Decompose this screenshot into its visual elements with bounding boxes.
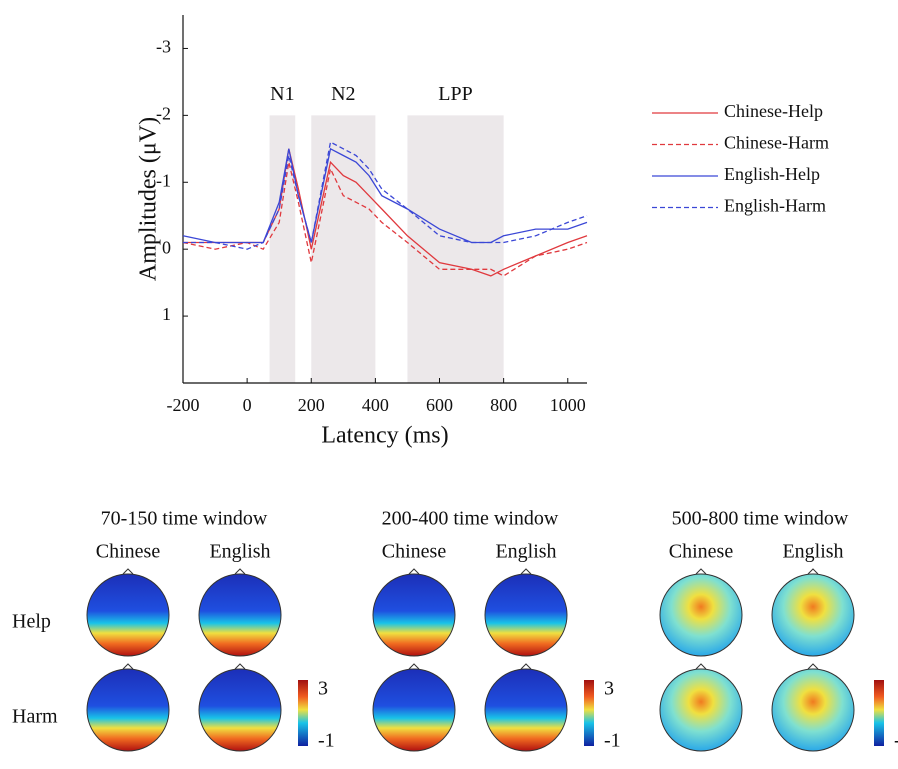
nose — [807, 663, 819, 670]
nose — [234, 663, 246, 670]
series-line — [182, 162, 588, 277]
window-title: 70-150 time window — [101, 508, 268, 530]
head-map — [372, 668, 456, 752]
y-tick-label: 0 — [162, 237, 171, 257]
colorbar — [298, 680, 308, 746]
head-map — [484, 573, 568, 657]
y-axis-label: Amplitudes (μV) — [136, 117, 162, 281]
x-tick-label: 400 — [362, 395, 389, 415]
x-tick-label: 200 — [298, 395, 325, 415]
nose — [520, 568, 532, 575]
colorbar — [874, 680, 884, 746]
column-label: English — [782, 541, 843, 563]
window-title: 500-800 time window — [672, 508, 849, 530]
x-tick-label: 0 — [243, 395, 252, 415]
nose — [807, 568, 819, 575]
window-region — [269, 115, 296, 383]
head-map — [86, 573, 170, 657]
head-map — [659, 668, 743, 752]
nose — [695, 568, 707, 575]
nose — [122, 663, 134, 670]
x-axis-label: Latency (ms) — [321, 423, 448, 449]
nose — [520, 663, 532, 670]
head-map — [372, 573, 456, 657]
series-line — [182, 147, 588, 244]
row-label: Help — [12, 611, 51, 633]
column-label: Chinese — [382, 541, 447, 563]
legend-label: English-Harm — [724, 196, 826, 216]
y-tick-label: -3 — [156, 37, 171, 57]
head-map — [659, 573, 743, 657]
legend-label: English-Help — [724, 164, 820, 184]
topography: Help Harm 70-150 time window Chinese English… — [12, 508, 898, 752]
head-map — [198, 668, 282, 752]
window-region — [407, 115, 504, 383]
head-map — [484, 668, 568, 752]
colorbar-label: 3 — [318, 678, 328, 700]
region-label: N1 — [270, 83, 294, 105]
nose — [234, 568, 246, 575]
colorbar — [584, 680, 594, 746]
row-label: Harm — [12, 706, 58, 728]
erp-plot: N1 N2 LPP -3 -2 -1 0 1 -200 0 200 400 600 800 1000 Late… — [136, 15, 829, 449]
window-title: 200-400 time window — [382, 508, 559, 530]
colorbar-label: -1 — [604, 730, 621, 752]
legend-label: Chinese-Help — [724, 101, 823, 121]
series-line — [183, 141, 588, 250]
head-map — [771, 668, 855, 752]
region-label: LPP — [438, 83, 472, 105]
head-map — [198, 573, 282, 657]
head-map — [771, 573, 855, 657]
nose — [695, 663, 707, 670]
region-label: N2 — [331, 83, 355, 105]
column-label: Chinese — [96, 541, 161, 563]
y-tick-label: -2 — [156, 103, 171, 123]
column-label: Chinese — [669, 541, 734, 563]
nose — [122, 568, 134, 575]
y-tick-label: -1 — [156, 170, 171, 190]
series-line — [183, 148, 588, 277]
colorbar-label: -1 — [894, 730, 898, 752]
nose — [408, 568, 420, 575]
x-tick-label: 800 — [490, 395, 517, 415]
x-tick-label: 1000 — [550, 395, 586, 415]
window-region — [311, 115, 376, 383]
x-tick-label: 600 — [426, 395, 453, 415]
column-label: English — [495, 541, 556, 563]
nose — [408, 663, 420, 670]
column-label: English — [209, 541, 270, 563]
head-map — [86, 668, 170, 752]
colorbar-label: -1 — [318, 730, 335, 752]
x-tick-label: -200 — [167, 395, 200, 415]
colorbar-label: 3 — [604, 678, 614, 700]
y-tick-label: 1 — [162, 304, 171, 324]
legend-label: Chinese-Harm — [724, 133, 829, 153]
